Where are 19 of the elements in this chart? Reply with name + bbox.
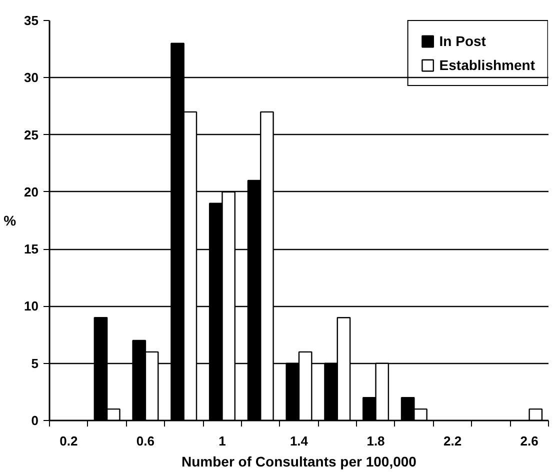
y-tick-label: 30 xyxy=(24,70,39,86)
y-tick-label: 10 xyxy=(24,298,39,314)
y-tick-label: 5 xyxy=(31,356,39,371)
x-tick-label: 0.6 xyxy=(136,434,155,448)
legend-label: In Post xyxy=(439,33,486,49)
y-tick-label: 0 xyxy=(31,413,39,428)
x-tick-label: 0.2 xyxy=(60,434,78,448)
y-tick-label: 35 xyxy=(24,13,39,28)
y-tick-label: 25 xyxy=(24,127,39,142)
legend-label: Establishment xyxy=(439,57,535,73)
x-tick-label: 2.6 xyxy=(520,434,538,448)
x-tick-label: 2.2 xyxy=(444,434,462,448)
y-axis-title: % xyxy=(4,212,17,228)
x-tick-label: 1.4 xyxy=(290,434,309,448)
y-tick-label: 20 xyxy=(24,184,39,200)
x-tick-label: 1 xyxy=(218,434,226,448)
x-axis-title: Number of Consultants per 100,000 xyxy=(182,454,417,470)
x-tick-label: 1.8 xyxy=(366,434,385,448)
y-tick-label: 15 xyxy=(24,242,39,257)
